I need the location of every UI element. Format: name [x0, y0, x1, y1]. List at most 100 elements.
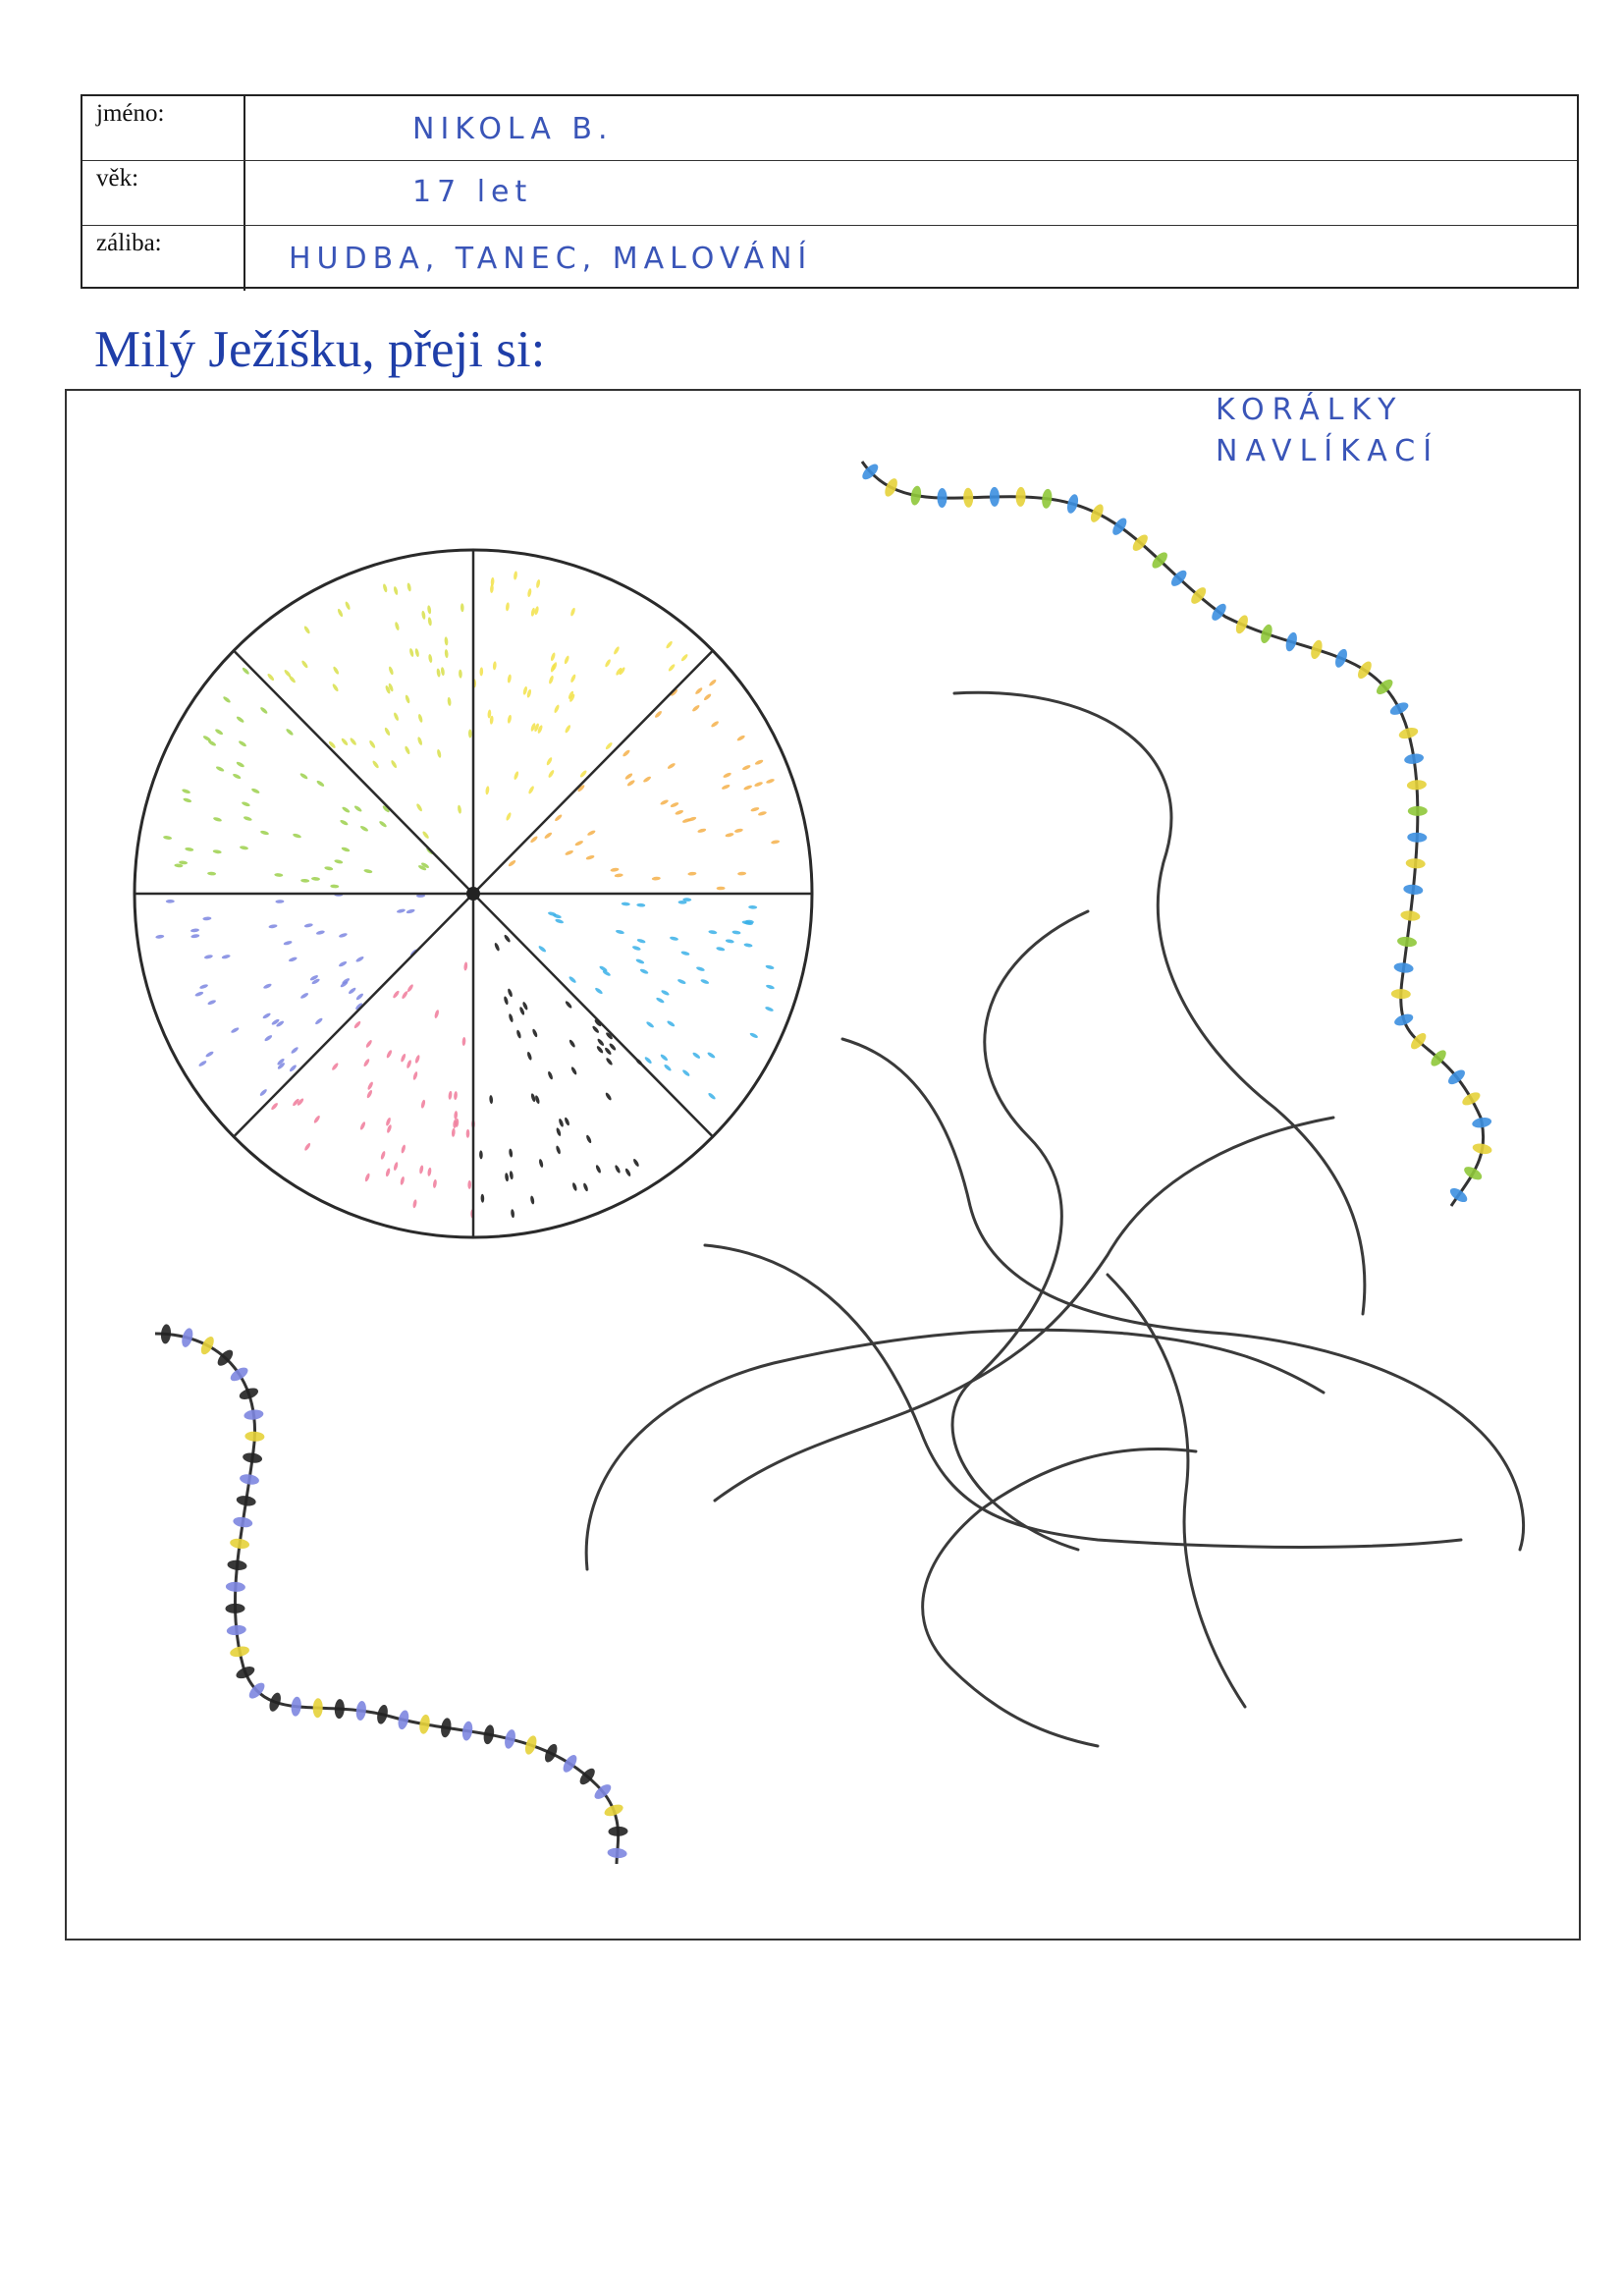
wheel-speckle — [259, 1089, 267, 1096]
wheel-speckle — [504, 996, 509, 1006]
wheel-speckle — [742, 765, 751, 771]
info-form-table: jméno: NIKOLA B. věk: 17 let záliba: HUD… — [81, 94, 1579, 291]
wheel-speckle — [451, 1127, 456, 1137]
wheel-speckle — [387, 1124, 392, 1133]
wheel-speckle — [365, 1040, 372, 1048]
wheel-speckle — [367, 1081, 373, 1090]
wheel-speckle — [385, 1168, 391, 1177]
wheel-divider — [233, 893, 474, 1138]
age-value: 17 let — [412, 175, 533, 209]
wheel-speckle — [725, 833, 734, 838]
wheel-speckle — [677, 900, 687, 904]
bead — [1170, 570, 1187, 586]
wheel-speckle — [340, 819, 349, 826]
wheel-speckle — [687, 816, 697, 822]
wheel-speckle — [616, 929, 624, 935]
wheel-speckle — [666, 640, 673, 649]
wheel-speckle — [427, 617, 432, 627]
wheel-speckle — [414, 1055, 420, 1064]
wheel-speckle — [309, 975, 318, 981]
bead — [1448, 1069, 1465, 1085]
wheel-speckle — [286, 729, 294, 736]
wheel-speckle — [418, 865, 427, 871]
bead — [1112, 518, 1127, 535]
bead — [1407, 832, 1428, 843]
bead — [1376, 679, 1393, 695]
wish-heading: Milý Ježíšku, přeji si: — [94, 321, 546, 378]
wheel-speckle — [339, 960, 348, 967]
wheel-speckle — [771, 840, 781, 845]
wheel-speckle — [350, 738, 356, 745]
bead — [225, 1581, 245, 1592]
bead — [1472, 1143, 1492, 1155]
bead — [1403, 884, 1424, 895]
bead — [1015, 486, 1026, 507]
wheel-speckle — [394, 586, 399, 595]
wheel-speckle — [514, 571, 517, 580]
wheel-speckle — [664, 1064, 672, 1071]
bead — [226, 1624, 246, 1636]
wheel-speckle — [509, 1013, 514, 1022]
wheel-speckle — [623, 749, 630, 757]
wheel-speckle — [394, 712, 399, 721]
bead — [1393, 962, 1414, 973]
wheel-speckle — [570, 607, 575, 617]
wheel-speckle — [530, 836, 538, 844]
wheel-speckle — [461, 1037, 466, 1046]
wheel-speckle — [507, 674, 512, 683]
wheel-speckle — [213, 817, 222, 822]
wheel-speckle — [530, 607, 535, 617]
wheel-speckle — [511, 1209, 514, 1219]
wheel-speckle — [680, 951, 690, 956]
bead — [594, 1784, 612, 1799]
wheel-speckle — [660, 1054, 669, 1062]
wheel-speckle — [605, 1047, 612, 1055]
wheel-speckle — [682, 898, 692, 902]
wheel-speckle — [555, 918, 565, 924]
bead — [334, 1699, 345, 1720]
wheel-speckle — [412, 1199, 417, 1209]
wheel-speckle — [406, 908, 415, 914]
wheel-speckle — [395, 622, 400, 630]
wheel-speckle — [559, 1119, 564, 1127]
wheel-speckle — [262, 1012, 271, 1019]
wheel-speckle — [427, 605, 432, 615]
wheel-speckle — [731, 930, 741, 935]
wheel-speckle — [342, 978, 351, 985]
wheel-speckle — [179, 860, 189, 865]
wheel-speckle — [636, 939, 646, 944]
wheel-speckle — [434, 1010, 439, 1018]
bead — [1398, 728, 1419, 739]
wheel-speckle — [489, 1095, 494, 1105]
wheel-speckle — [758, 811, 767, 816]
wheel-speckle — [277, 1058, 285, 1066]
wheel-speckle — [341, 738, 349, 745]
wheel-speckle — [379, 821, 387, 828]
wheel-speckle — [165, 899, 175, 903]
drawing-canvas — [133, 461, 1526, 1865]
wheel-speckle — [554, 704, 560, 713]
wheel-speckle — [199, 984, 208, 989]
wheel-speckle — [190, 934, 200, 939]
wheel-speckle — [508, 859, 516, 867]
bead — [1411, 1033, 1427, 1050]
wheel-speckle — [565, 1001, 572, 1009]
wheel-speckle — [360, 826, 368, 832]
wheel-speckle — [366, 1090, 373, 1099]
bead — [355, 1701, 366, 1721]
wheel-speckle — [509, 1148, 514, 1158]
wheel-speckle — [182, 789, 190, 794]
wheel-speckle — [174, 863, 184, 868]
wheel-speckle — [236, 716, 244, 723]
wheel-speckle — [283, 941, 293, 946]
bead — [217, 1349, 234, 1366]
bead — [441, 1718, 452, 1738]
wheel-speckle — [289, 957, 298, 962]
wheel-speckle — [594, 1019, 602, 1027]
wheel-speckle — [311, 877, 320, 881]
wheel-speckle — [364, 1173, 370, 1182]
wheel-speckle — [353, 1020, 361, 1029]
wheel-speckle — [508, 988, 513, 998]
wheel-speckle — [507, 714, 512, 724]
wheel-speckle — [569, 693, 575, 702]
